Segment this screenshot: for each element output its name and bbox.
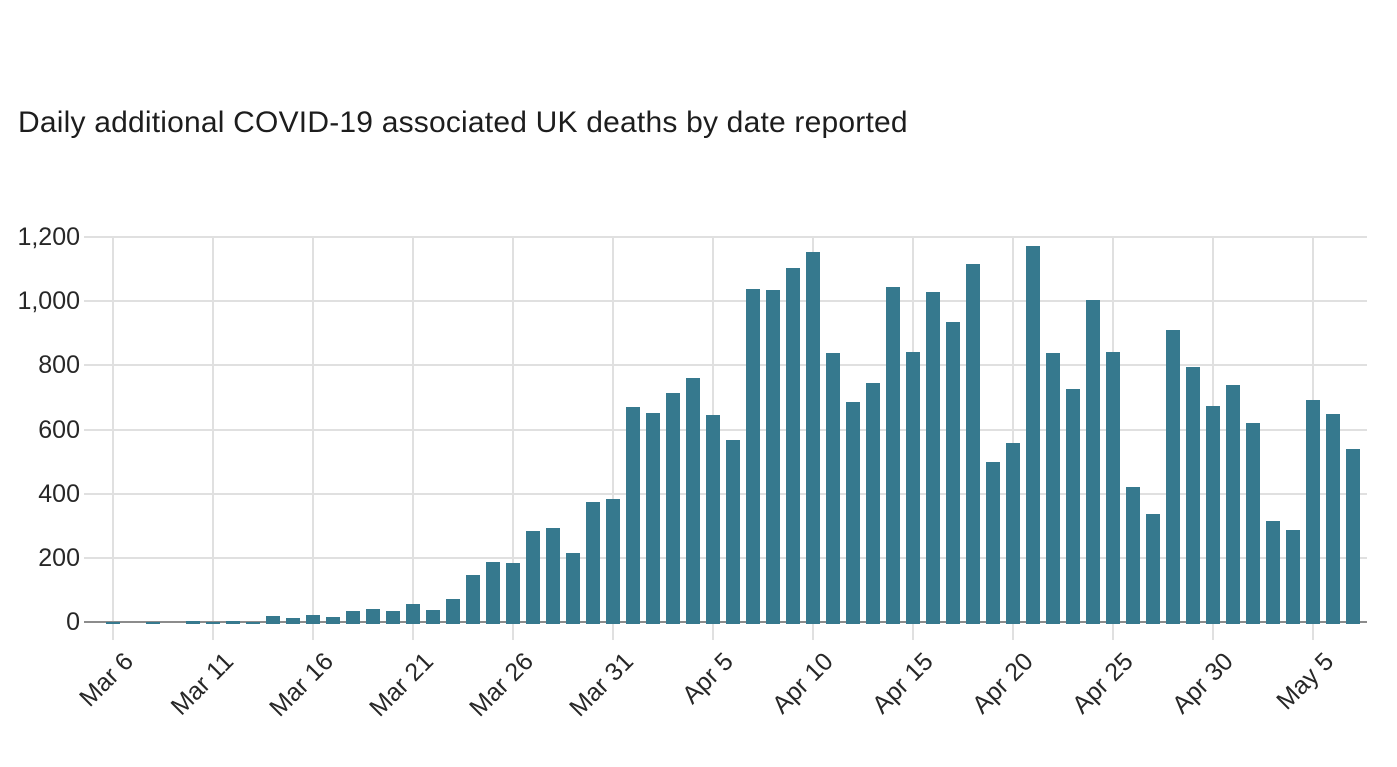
bar: [486, 562, 500, 624]
y-gridline: [84, 364, 1367, 367]
bar: [246, 621, 260, 624]
bar: [306, 614, 320, 624]
y-axis-tick-label: 200: [38, 543, 80, 572]
bar: [706, 415, 720, 624]
bar: [526, 530, 540, 624]
bar: [1206, 405, 1220, 624]
chart-title: Daily additional COVID-19 associated UK …: [18, 106, 908, 139]
x-axis-tick-label: Mar 21: [364, 647, 439, 723]
bar: [346, 611, 360, 624]
bar: [646, 412, 660, 624]
x-axis-line: [84, 621, 1367, 623]
x-axis-tick-label: Apr 10: [767, 647, 839, 720]
bar: [1086, 299, 1100, 624]
bar: [206, 621, 220, 624]
bar: [406, 604, 420, 624]
bar: [1126, 487, 1140, 624]
bar: [1106, 351, 1120, 624]
bar: [826, 352, 840, 624]
x-axis-tick-label: May 5: [1270, 647, 1339, 716]
bar: [686, 378, 700, 624]
x-axis-tick-label: Apr 5: [676, 647, 739, 710]
bar: [546, 527, 560, 624]
x-gridline: [211, 237, 214, 640]
y-axis-tick-label: 1,200: [17, 223, 80, 251]
x-axis-tick-label: Mar 16: [264, 647, 339, 723]
bar: [886, 287, 900, 624]
bar: [846, 401, 860, 624]
bar: [326, 616, 340, 624]
bar: [366, 608, 380, 624]
bar: [806, 252, 820, 624]
bar: [726, 439, 740, 624]
bar: [566, 553, 580, 624]
x-gridline: [1011, 237, 1014, 640]
bar: [626, 407, 640, 624]
bar: [386, 610, 400, 624]
bar: [1006, 442, 1020, 624]
bar: [506, 562, 520, 624]
y-axis-tick-label: 0: [66, 608, 80, 636]
x-gridline: [611, 237, 614, 640]
bar: [1046, 353, 1060, 624]
bar: [266, 616, 280, 624]
bar: [146, 621, 160, 624]
bar: [946, 322, 960, 624]
bar: [766, 290, 780, 624]
y-gridline: [84, 300, 1367, 303]
x-axis-tick-label: Mar 26: [464, 647, 539, 723]
x-axis-tick-label: Apr 30: [1167, 647, 1239, 720]
bar: [746, 288, 760, 624]
y-axis-tick-label: 400: [38, 479, 80, 508]
y-gridline: [84, 556, 1367, 559]
bar: [1266, 520, 1280, 624]
bar: [286, 617, 300, 624]
bar: [866, 383, 880, 624]
bar: [586, 502, 600, 624]
bar: [1346, 449, 1360, 624]
bar: [1026, 245, 1040, 624]
x-gridline: [111, 237, 114, 640]
bar: [106, 621, 120, 624]
x-axis-tick-label: Mar 31: [564, 647, 639, 723]
bar: [186, 620, 200, 624]
bar: [986, 462, 1000, 624]
bar: [466, 574, 480, 624]
y-gridline: [84, 492, 1367, 495]
bar: [1166, 330, 1180, 624]
y-axis-tick-label: 800: [38, 351, 80, 380]
bar: [666, 392, 680, 624]
y-gridline: [84, 428, 1367, 431]
bar: [926, 291, 940, 624]
bar: [786, 268, 800, 624]
x-axis-tick-label: Apr 15: [867, 647, 939, 720]
bar: [446, 598, 460, 624]
bar: [1146, 513, 1160, 624]
x-axis-tick-label: Apr 25: [1067, 647, 1139, 720]
bar: [1306, 399, 1320, 624]
bar: [906, 351, 920, 624]
x-gridline: [411, 237, 414, 640]
x-axis-tick-label: Apr 20: [967, 647, 1039, 720]
x-gridline: [311, 237, 314, 640]
bar: [1246, 422, 1260, 624]
bar: [1286, 529, 1300, 624]
bar: [1226, 384, 1240, 624]
bar: [1326, 413, 1340, 624]
y-axis-tick-label: 1,000: [17, 287, 80, 316]
bar: [606, 499, 620, 624]
bar: [226, 621, 240, 624]
x-gridline: [511, 237, 514, 640]
bar: [966, 264, 980, 624]
bar: [426, 610, 440, 624]
bar: [1186, 366, 1200, 624]
bar: [1066, 388, 1080, 624]
y-axis-tick-label: 600: [38, 415, 80, 444]
y-gridline: [84, 236, 1367, 238]
x-axis-tick-label: Mar 6: [73, 647, 139, 713]
x-axis-tick-label: Mar 11: [165, 647, 239, 721]
